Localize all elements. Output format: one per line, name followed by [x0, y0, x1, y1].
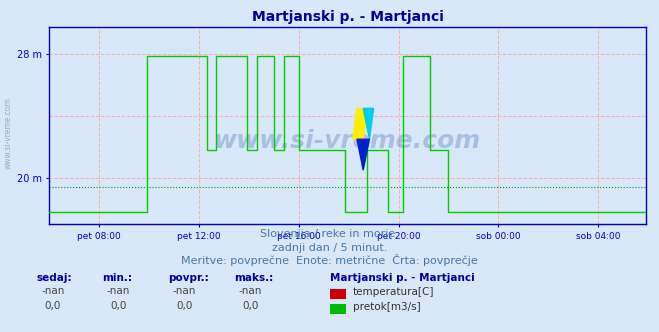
Text: pretok[m3/s]: pretok[m3/s]	[353, 302, 420, 312]
Text: 0,0: 0,0	[45, 301, 61, 311]
Text: -nan: -nan	[239, 286, 262, 296]
Text: sedaj:: sedaj:	[36, 273, 72, 283]
Polygon shape	[353, 108, 367, 139]
Text: www.si-vreme.com: www.si-vreme.com	[4, 97, 13, 169]
Text: 0,0: 0,0	[177, 301, 192, 311]
Text: 0,0: 0,0	[243, 301, 258, 311]
Polygon shape	[357, 139, 370, 170]
Text: Martjanski p. - Martjanci: Martjanski p. - Martjanci	[330, 273, 474, 283]
Text: Slovenija / reke in morje.: Slovenija / reke in morje.	[260, 229, 399, 239]
Text: -nan: -nan	[173, 286, 196, 296]
Text: maks.:: maks.:	[234, 273, 273, 283]
Text: -nan: -nan	[41, 286, 65, 296]
Text: Meritve: povprečne  Enote: metrične  Črta: povprečje: Meritve: povprečne Enote: metrične Črta:…	[181, 254, 478, 266]
Text: 0,0: 0,0	[111, 301, 127, 311]
Text: -nan: -nan	[107, 286, 130, 296]
Polygon shape	[363, 108, 374, 139]
Text: www.si-vreme.com: www.si-vreme.com	[214, 129, 481, 153]
Text: povpr.:: povpr.:	[168, 273, 209, 283]
Text: temperatura[C]: temperatura[C]	[353, 287, 434, 297]
Text: zadnji dan / 5 minut.: zadnji dan / 5 minut.	[272, 243, 387, 253]
Title: Martjanski p. - Martjanci: Martjanski p. - Martjanci	[252, 10, 444, 24]
Text: min.:: min.:	[102, 273, 132, 283]
